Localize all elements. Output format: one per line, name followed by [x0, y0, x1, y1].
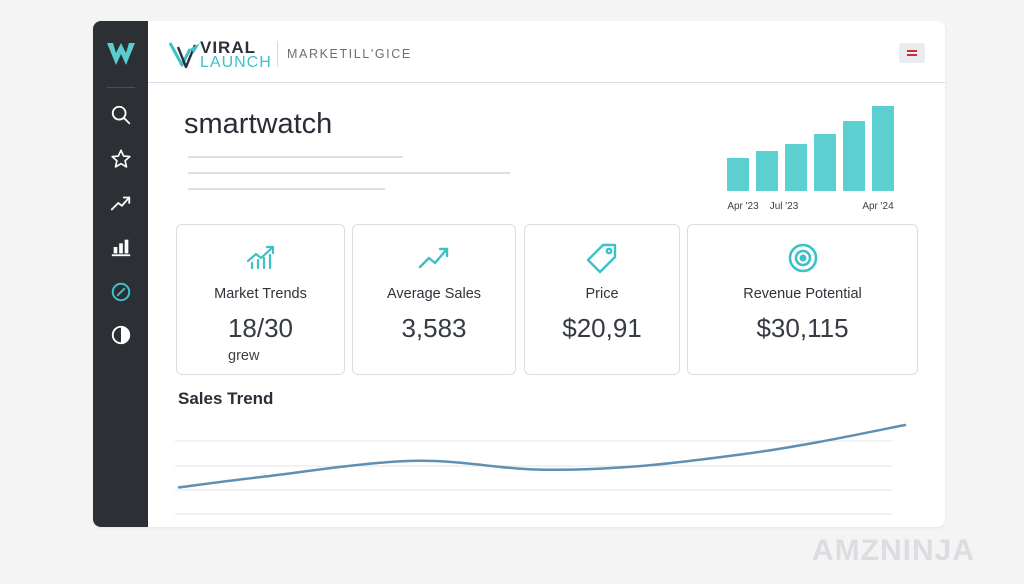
- card-label: Revenue Potential: [743, 286, 862, 302]
- card-label: Price: [585, 286, 619, 302]
- card-subtext: grew: [228, 348, 260, 364]
- market-trends-card[interactable]: Market Trends 18/30 grew: [176, 224, 345, 375]
- mini-bar: [814, 134, 836, 191]
- trend-icon: [110, 196, 131, 211]
- brand-name-top: VIRAL: [200, 38, 256, 57]
- mini-bar: [843, 121, 865, 191]
- mini-chart-tick-label: Apr '24: [862, 201, 894, 212]
- bar-chart-icon: [111, 239, 131, 257]
- search-icon: [111, 105, 131, 125]
- price-tag-icon: [586, 243, 617, 274]
- sales-trend-line: [177, 423, 907, 489]
- revenue-potential-card[interactable]: Revenue Potential $30,115: [687, 224, 918, 375]
- trend-chart-icon: [246, 245, 274, 270]
- sidebar-item-explore[interactable]: [107, 278, 135, 306]
- mini-bar: [727, 158, 749, 191]
- card-value: $30,115: [756, 313, 849, 343]
- sales-trend-title: Sales Trend: [178, 389, 274, 408]
- target-icon: [788, 243, 817, 273]
- viral-launch-logo-icon[interactable]: [106, 40, 136, 68]
- header-divider: [277, 41, 278, 67]
- mini-chart-tick-label: Jul '23: [770, 201, 799, 212]
- sidebar-item-search[interactable]: [107, 101, 135, 129]
- placeholder-line: [188, 188, 385, 190]
- sidebar-item-contrast[interactable]: [107, 321, 135, 349]
- mini-bar: [785, 144, 807, 191]
- compass-icon: [111, 282, 131, 302]
- menu-bar: [907, 54, 917, 56]
- mini-bar: [756, 151, 778, 191]
- sidebar: [93, 21, 148, 527]
- product-title: smartwatch: [184, 108, 333, 140]
- brand-name-bottom: LAUNCH: [200, 54, 272, 71]
- header: VIRAL LAUNCH MARKETILL'GICE: [148, 21, 945, 83]
- watermark: AMZNINJA: [812, 534, 975, 567]
- mini-chart-tick-label: Apr '23: [727, 201, 759, 212]
- mini-bar: [872, 106, 894, 191]
- brand-logo[interactable]: VIRAL LAUNCH: [168, 37, 271, 71]
- placeholder-line: [188, 172, 510, 174]
- menu-bar: [907, 50, 917, 52]
- flag-menu-button[interactable]: [899, 43, 925, 63]
- contrast-icon: [111, 325, 131, 345]
- average-sales-card[interactable]: Average Sales 3,583: [352, 224, 516, 375]
- sidebar-item-favorites[interactable]: [107, 145, 135, 173]
- line-up-icon: [418, 247, 449, 269]
- card-label: Average Sales: [386, 286, 482, 302]
- sidebar-item-trends[interactable]: [107, 189, 135, 217]
- placeholder-line: [188, 156, 403, 158]
- sidebar-item-charts[interactable]: [107, 233, 135, 261]
- card-value: 18/30: [227, 313, 294, 343]
- app-window: VIRAL LAUNCH MARKETILL'GICE smartwatch A…: [93, 21, 945, 527]
- price-card[interactable]: Price $20,91: [524, 224, 680, 375]
- brand-subtitle: MARKETILL'GICE: [287, 47, 412, 61]
- star-icon: [111, 149, 131, 168]
- card-label: Market Trends: [214, 286, 307, 302]
- card-value: $20,91: [562, 313, 642, 343]
- sidebar-divider: [107, 87, 135, 88]
- rocket-logo-icon: [168, 42, 200, 69]
- card-value: 3,583: [401, 313, 467, 343]
- mini-bar-chart: Apr '23 Jul '23 Apr '24: [727, 106, 894, 212]
